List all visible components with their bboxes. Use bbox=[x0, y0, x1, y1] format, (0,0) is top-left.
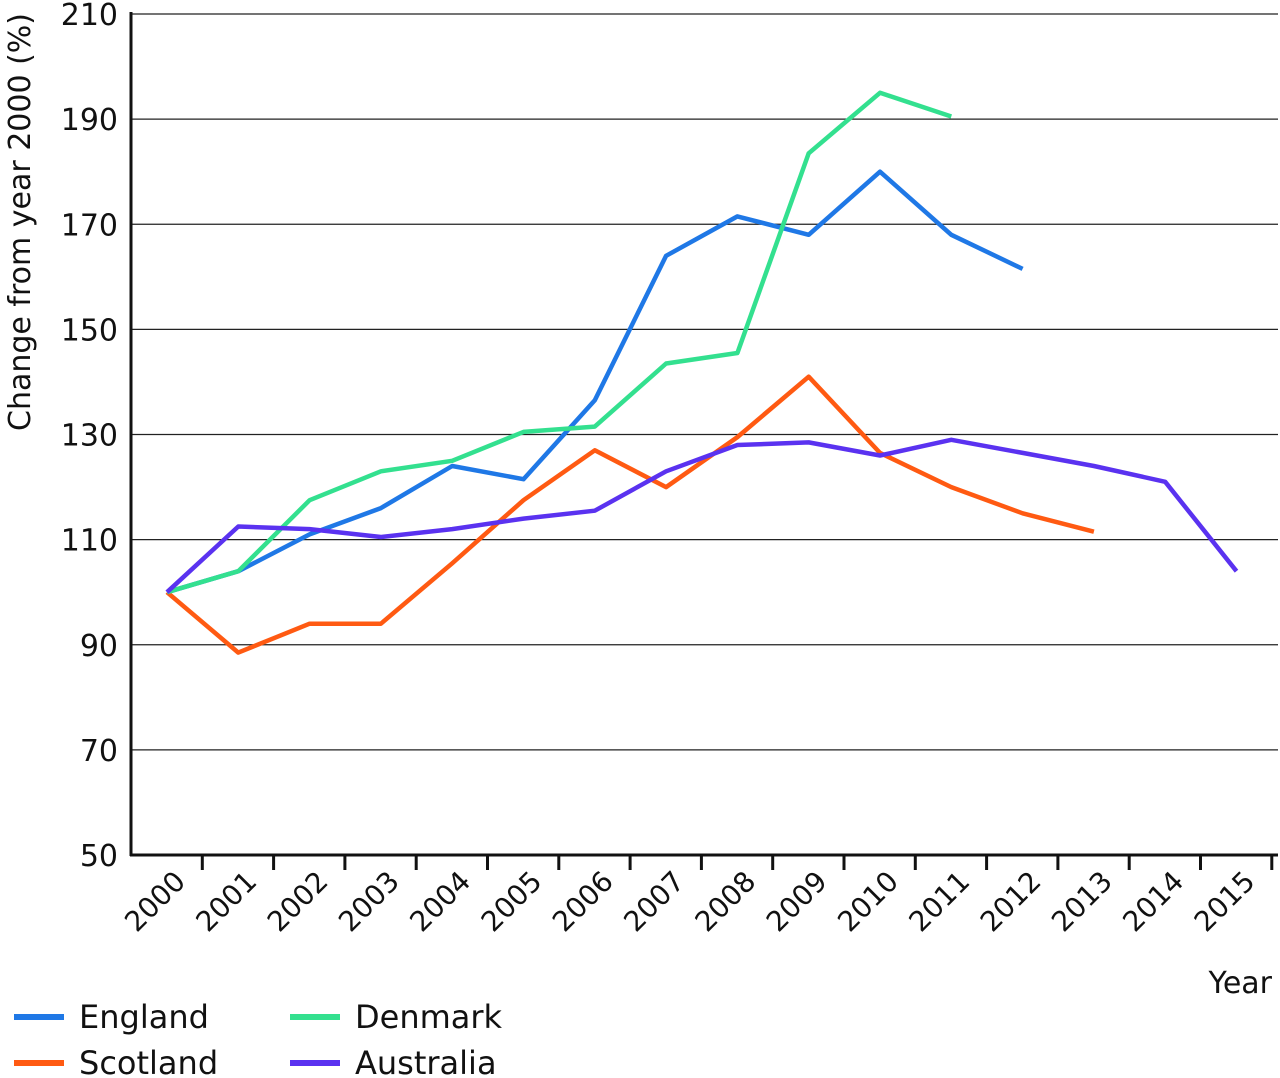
y-axis-title: Change from year 2000 (%) bbox=[3, 13, 38, 431]
series-lines bbox=[165, 90, 1239, 655]
legend-australia-label: Australia bbox=[355, 1044, 497, 1078]
y-tick-label: 190 bbox=[61, 103, 118, 138]
x-tick-label: 2012 bbox=[974, 865, 1048, 939]
legend: England Scotland Denmark Australia bbox=[14, 998, 503, 1078]
series-line-australia bbox=[165, 437, 1239, 594]
series-line-scotland bbox=[165, 374, 1095, 655]
y-tick-label: 130 bbox=[61, 419, 118, 454]
y-tick-label: 110 bbox=[61, 524, 118, 559]
x-tick-label: 2004 bbox=[403, 865, 477, 939]
legend-england-label: England bbox=[79, 998, 209, 1036]
legend-scotland-label: Scotland bbox=[79, 1044, 218, 1078]
y-tick-label: 150 bbox=[61, 313, 118, 348]
y-tick-label: 210 bbox=[61, 0, 118, 33]
x-tick-label: 2006 bbox=[546, 865, 620, 939]
gridlines bbox=[131, 13, 1278, 751]
x-tick-label: 2007 bbox=[617, 865, 691, 939]
x-tick-label: 2010 bbox=[831, 865, 905, 939]
y-tick-label: 90 bbox=[80, 629, 118, 664]
series-line-denmark bbox=[166, 90, 953, 595]
x-tick-label: 2013 bbox=[1045, 865, 1119, 939]
x-tick-label: 2000 bbox=[118, 865, 192, 939]
y-tick-label: 170 bbox=[61, 208, 118, 243]
x-tick-label: 2005 bbox=[475, 865, 549, 939]
x-tick-label: 2014 bbox=[1116, 865, 1190, 939]
x-tick-label: 2002 bbox=[261, 865, 335, 939]
x-axis-title: Year bbox=[1207, 966, 1272, 1001]
series-line-england bbox=[166, 169, 1024, 595]
x-tick-label: 2015 bbox=[1188, 865, 1262, 939]
x-tick-label: 2003 bbox=[332, 865, 406, 939]
y-tick-label: 50 bbox=[80, 839, 118, 874]
x-tick-label: 2009 bbox=[760, 865, 834, 939]
x-tick-label: 2001 bbox=[190, 865, 264, 939]
x-tick-label: 2011 bbox=[903, 865, 977, 939]
y-tick-label: 70 bbox=[80, 734, 118, 769]
x-tick-label: 2008 bbox=[689, 865, 763, 939]
legend-denmark-label: Denmark bbox=[355, 998, 503, 1036]
